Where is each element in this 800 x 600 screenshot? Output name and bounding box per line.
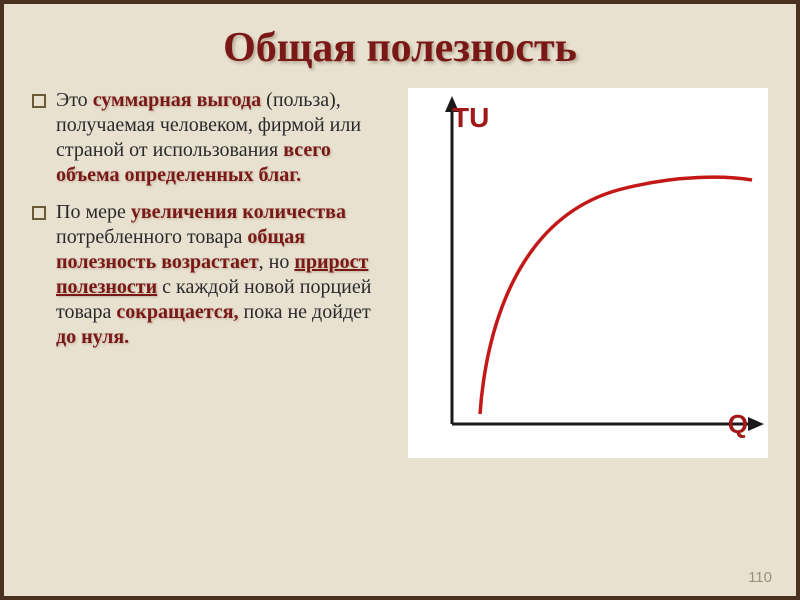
- x-axis-arrow-icon: [748, 417, 764, 431]
- slide: Общая полезность Это суммарная выгода (п…: [0, 0, 800, 600]
- text-plain: пока не дойдет: [238, 301, 370, 323]
- list-item: Это суммарная выгода (польза), получаема…: [32, 88, 390, 188]
- page-number: 110: [748, 569, 772, 586]
- text-highlight: до нуля.: [56, 326, 129, 348]
- bullet-list: Это суммарная выгода (польза), получаема…: [32, 88, 390, 458]
- bullet-text-1: Это суммарная выгода (польза), получаема…: [56, 88, 390, 188]
- bullet-square-icon: [32, 94, 46, 108]
- tu-chart: TU Q: [408, 88, 768, 458]
- bullet-square-icon: [32, 206, 46, 220]
- text-plain: потребленного товара: [56, 226, 247, 248]
- text-highlight: увеличения количества: [131, 201, 346, 223]
- slide-title: Общая полезность: [32, 24, 768, 72]
- text-highlight: сокращается,: [116, 301, 238, 323]
- list-item: По мере увеличения количества потребленн…: [32, 200, 390, 350]
- text-plain: , но: [259, 251, 295, 273]
- bullet-text-2: По мере увеличения количества потребленн…: [56, 200, 390, 350]
- text-plain: По мере: [56, 201, 131, 223]
- text-highlight: суммарная выгода: [93, 89, 261, 111]
- chart-svg: [408, 88, 768, 458]
- y-axis-label: TU: [452, 102, 489, 134]
- x-axis-label: Q: [728, 409, 748, 440]
- text-plain: Это: [56, 89, 93, 111]
- tu-curve: [480, 177, 752, 414]
- content-row: Это суммарная выгода (польза), получаема…: [32, 88, 768, 458]
